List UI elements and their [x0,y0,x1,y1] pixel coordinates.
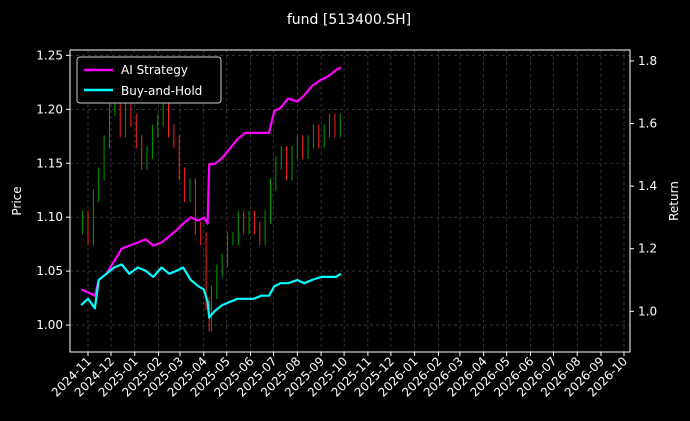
chart-title: fund [513400.SH] [287,12,411,28]
y-tick-label-left: 1.15 [36,156,63,170]
y-tick-label-right: 1.2 [638,242,657,256]
y-axis-label-right: Return [667,181,681,221]
y-tick-label-left: 1.20 [36,102,63,116]
series-line-buy-and-hold [80,263,342,319]
y-tick-label-right: 1.8 [638,54,657,68]
y-tick-label-right: 1.6 [638,117,657,131]
y-tick-label-left: 1.00 [36,318,63,332]
y-tick-label-left: 1.10 [36,210,63,224]
legend-label-ai: AI Strategy [121,63,188,77]
y-axis-right: 1.0 1.2 1.4 1.6 1.8 [630,54,657,318]
price-candles [82,92,341,332]
legend: AI Strategy Buy-and-Hold [76,56,222,104]
x-axis: 2024-112024-122025-012025-022025-032025-… [49,352,630,400]
return-lines [80,66,342,319]
y-tick-label-left: 1.25 [36,48,63,62]
series-line-ai-strategy [80,66,342,297]
y-tick-label-right: 1.4 [638,179,657,193]
grid [70,50,630,352]
plot-frame [69,49,631,353]
legend-box [76,56,222,104]
y-tick-label-left: 1.05 [36,264,63,278]
y-axis-left: 1.00 1.05 1.10 1.15 1.20 1.25 [36,48,70,332]
y-tick-label-right: 1.0 [638,304,657,318]
legend-label-bh: Buy-and-Hold [121,84,202,98]
y-axis-label-left: Price [10,186,24,215]
